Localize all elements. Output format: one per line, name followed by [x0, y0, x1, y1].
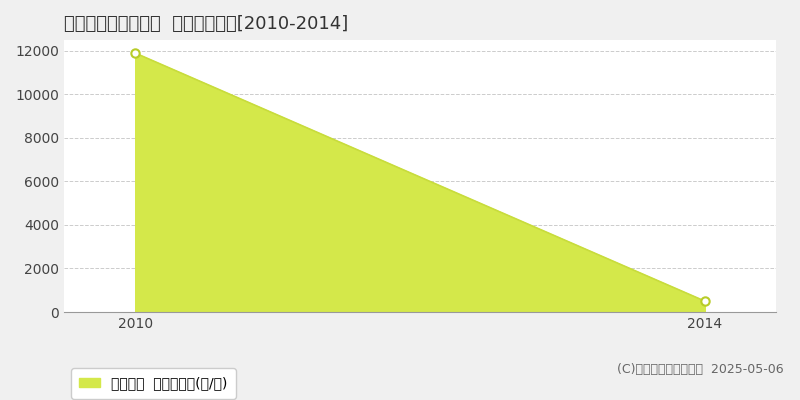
Legend: 農地価格  平均坪単価(円/坪): 農地価格 平均坪単価(円/坪): [71, 368, 236, 398]
Text: 那須郡那珂川町大内  農地価格推移[2010-2014]: 那須郡那珂川町大内 農地価格推移[2010-2014]: [64, 15, 348, 33]
Text: (C)土地価格ドットコム  2025-05-06: (C)土地価格ドットコム 2025-05-06: [618, 363, 784, 376]
